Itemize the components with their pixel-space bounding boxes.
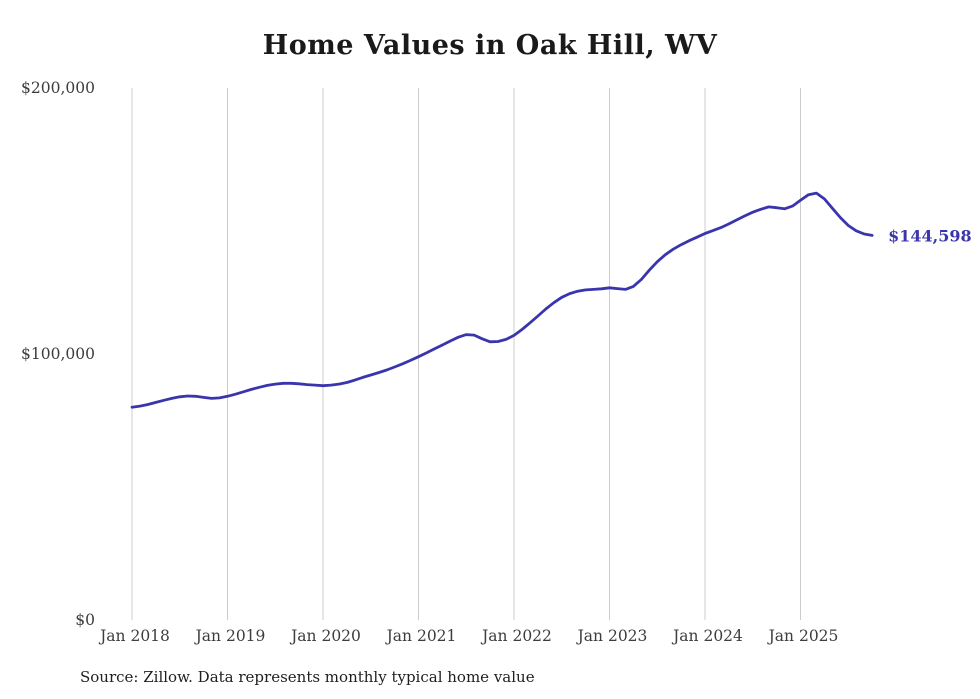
x-axis-tick-label: Jan 2019 xyxy=(194,627,266,645)
x-axis-tick-label: Jan 2022 xyxy=(480,627,552,645)
x-axis-tick-label: Jan 2023 xyxy=(576,627,648,645)
x-axis-tick-label: Jan 2025 xyxy=(767,627,839,645)
y-axis-tick-label: $200,000 xyxy=(21,79,95,97)
x-axis-tick-label: Jan 2024 xyxy=(671,627,743,645)
x-axis-tick-label: Jan 2020 xyxy=(289,627,361,645)
y-axis-tick-label: $100,000 xyxy=(21,345,95,363)
chart-title: Home Values in Oak Hill, WV xyxy=(262,30,718,61)
home-value-line-series xyxy=(130,191,874,409)
source-note: Source: Zillow. Data represents monthly … xyxy=(80,668,535,686)
x-axis-tick-label: Jan 2021 xyxy=(385,627,457,645)
y-axis-tick-label: $0 xyxy=(75,611,95,629)
latest-value-annotation: $144,598 xyxy=(888,226,972,245)
x-axis-tick-label: Jan 2018 xyxy=(98,627,170,645)
